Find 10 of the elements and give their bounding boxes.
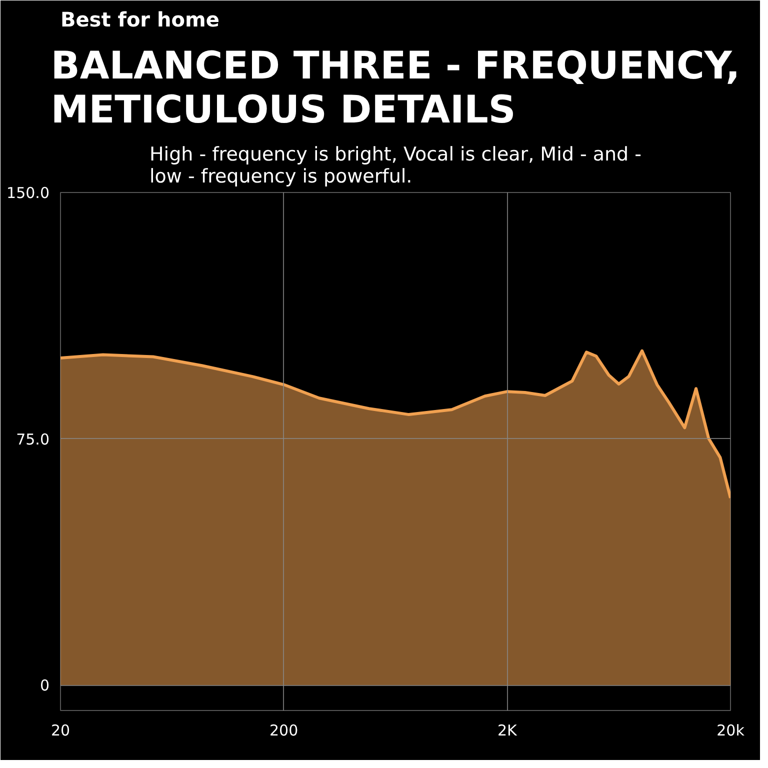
chart-subtitle: High - frequency is bright, Vocal is clear, Mid - and - low - frequency is powerful. [150, 144, 642, 188]
text: Best for home [60, 8, 220, 32]
x-tick-label: 2K [497, 722, 518, 740]
x-tick-label: 20 [50, 722, 70, 740]
chart-title: BALANCED THREE - FREQUENCY, METICULOUS DETAILS [50, 44, 740, 132]
x-tick-label: 200 [270, 722, 298, 740]
x-tick-label: 20k [716, 722, 745, 740]
y-tick-label: 150.0 [6, 184, 50, 202]
y-tick-label: 0 [40, 676, 50, 695]
y-tick-label: 75.0 [16, 430, 50, 448]
